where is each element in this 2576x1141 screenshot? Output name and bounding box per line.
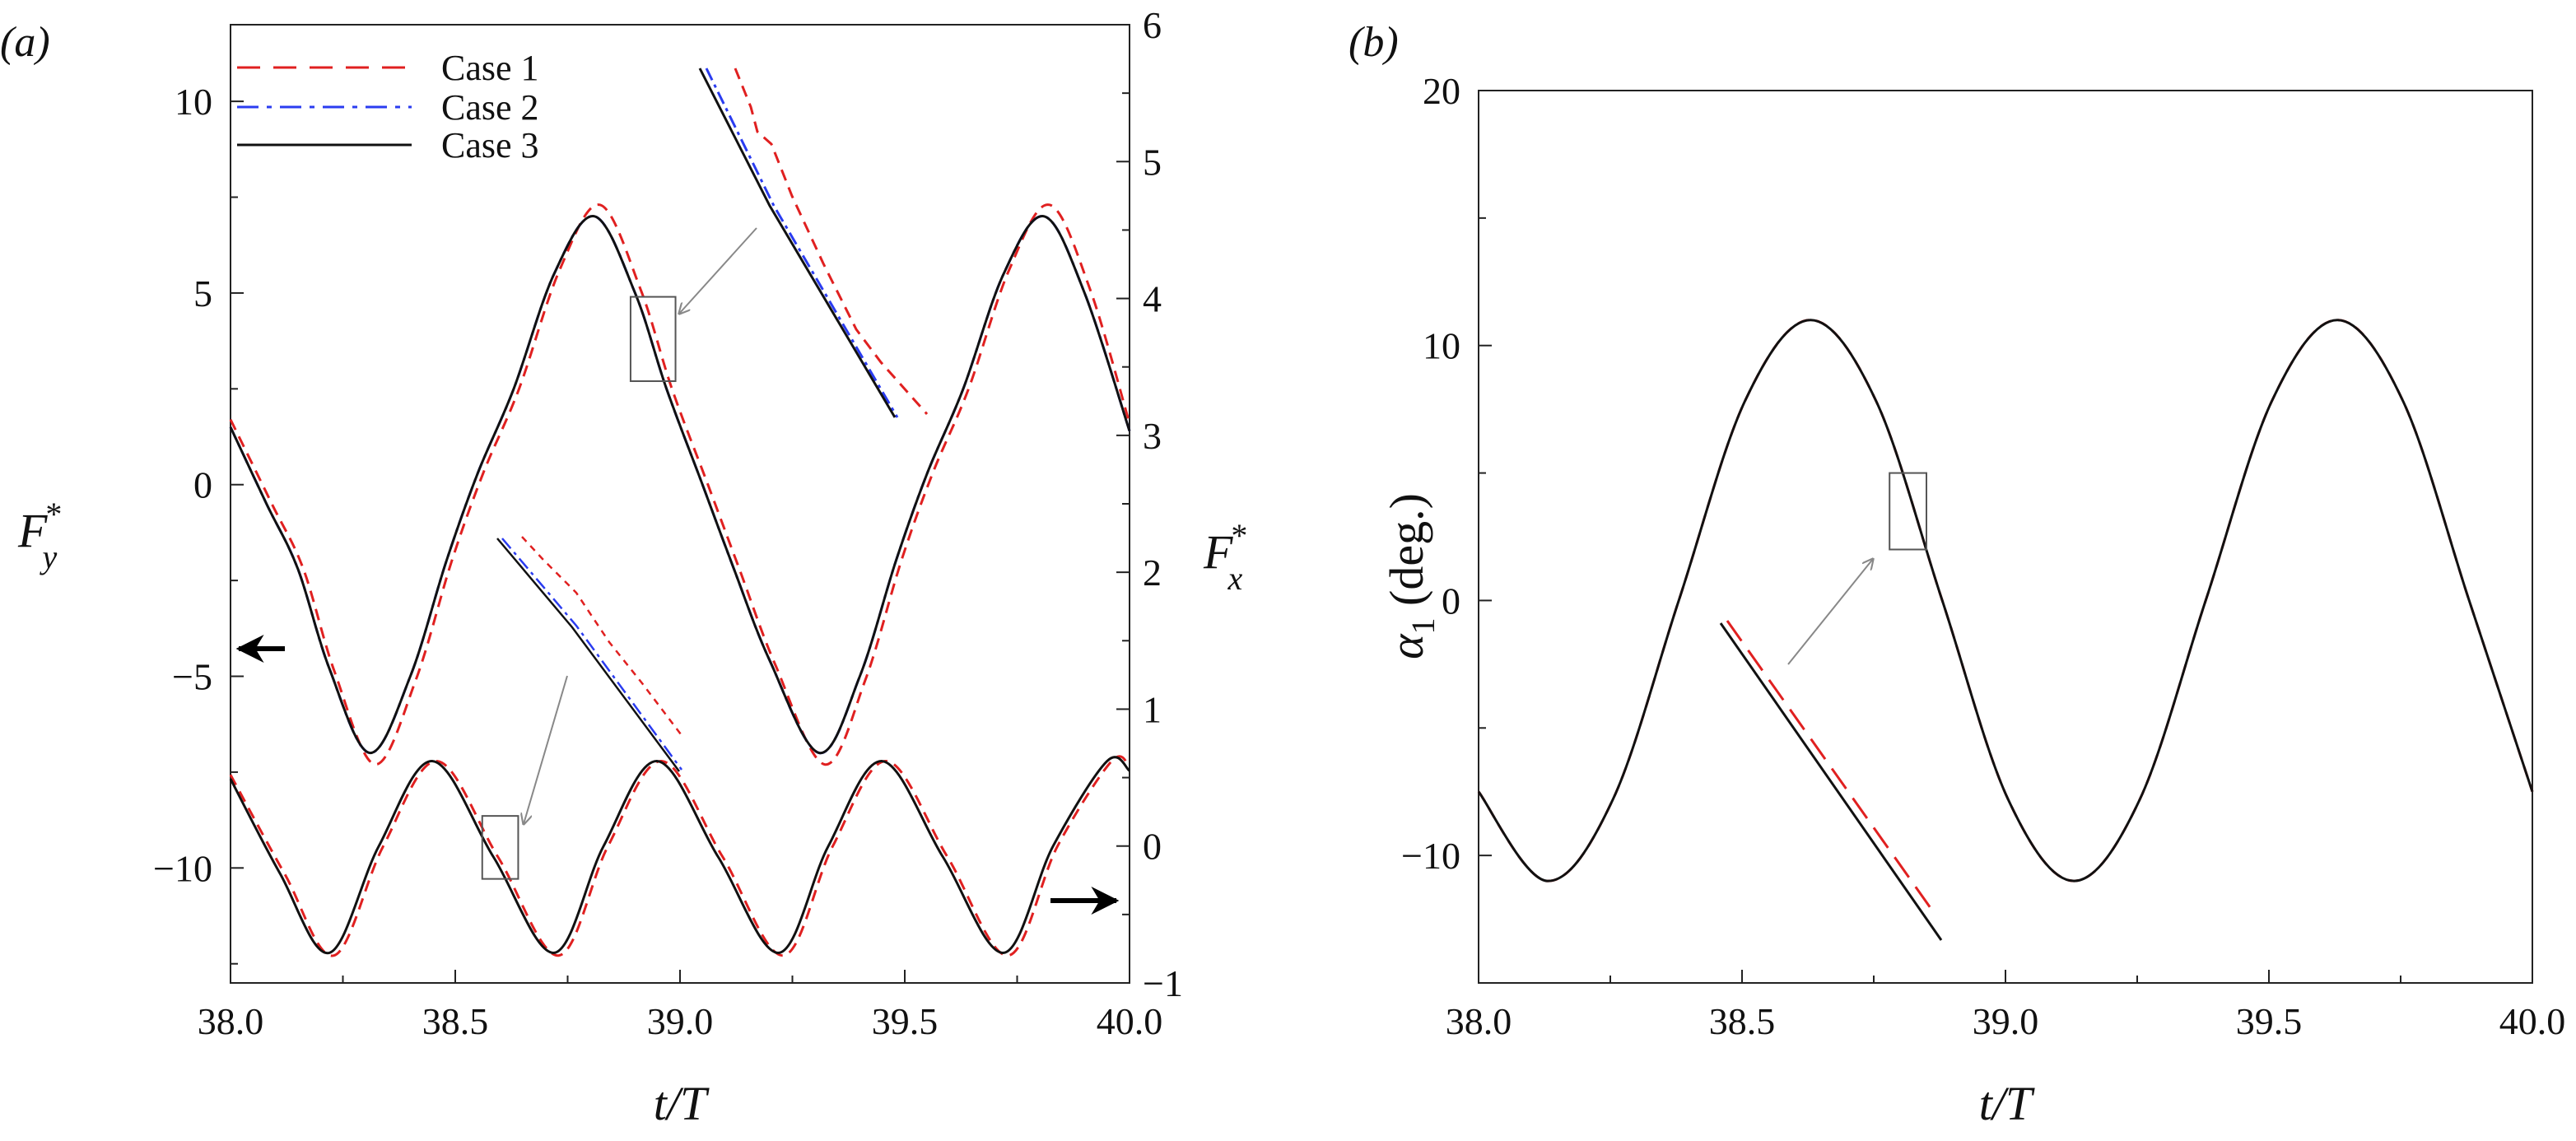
y-right-tick-label: 6 xyxy=(1143,4,1162,46)
y-left-axis-label: F* y xyxy=(17,496,60,575)
x-tick-label-b: 39.0 xyxy=(1973,1000,2039,1042)
panel-a-series xyxy=(229,203,1131,957)
x-tick-label-b: 39.5 xyxy=(2236,1000,2303,1042)
x-tick-label-a: 38.5 xyxy=(422,1000,489,1042)
y-right-tick-label: 1 xyxy=(1143,688,1162,730)
x-tick-label-a: 39.5 xyxy=(872,1000,939,1042)
panel-b: (b) 38.0 38.5 39.0 39.5 40.0 20 10 0 −10 α1 (deg… xyxy=(1349,19,2565,1130)
legend-label-case1: Case 1 xyxy=(441,48,539,88)
alpha-symbol: α xyxy=(1380,633,1433,659)
y-right-tick-label: 2 xyxy=(1143,552,1162,594)
y-left-tick-label: −10 xyxy=(153,847,212,889)
legend: Case 1 Case 2 Case 3 xyxy=(237,48,539,165)
inset-b-case1-line xyxy=(1726,620,1936,915)
y-right-tick-label: 3 xyxy=(1143,415,1162,457)
panel-b-plot-frame xyxy=(1478,90,2533,984)
x-tick-label-b: 38.0 xyxy=(1446,1000,1512,1042)
y-right-tick-label: 5 xyxy=(1143,141,1162,183)
panel-b-label: (b) xyxy=(1349,19,1399,66)
x-axis-label-a: t/T xyxy=(654,1077,710,1130)
y-right-tick-label: 0 xyxy=(1143,826,1162,868)
y-tick-label-b: −10 xyxy=(1401,835,1460,877)
alpha-units: (deg.) xyxy=(1380,493,1433,617)
y-tick-label-b: 0 xyxy=(1442,580,1460,622)
y-left-tick-label: 5 xyxy=(193,272,212,314)
y-right-tick-label: −1 xyxy=(1143,962,1183,1004)
y-left-label-main: F xyxy=(17,504,48,557)
y-left-tick-label: 0 xyxy=(193,464,212,506)
series-fy-case3 xyxy=(229,215,1131,755)
y-left-tick-label: 10 xyxy=(175,81,212,123)
alpha-subscript: 1 xyxy=(1404,617,1442,634)
inset-b-case3-line xyxy=(1719,622,1943,941)
x-tick-label-a: 40.0 xyxy=(1097,1000,1163,1042)
inset-lower-pointer-arrow xyxy=(524,675,568,824)
inset-upper-case3-line xyxy=(698,68,897,418)
legend-label-case2: Case 2 xyxy=(441,87,539,128)
series-fx-case3 xyxy=(229,756,1131,954)
y-right-axis-label: F* x xyxy=(1203,517,1246,597)
panel-a: (a) 38.0 38.5 39.0 39.5 40.01050−5−106543210… xyxy=(0,4,1246,1130)
zoom-box-1 xyxy=(629,296,677,383)
inset-upper-case1-line xyxy=(734,68,929,415)
zoom-box-2 xyxy=(481,815,519,880)
x-tick-label-a: 38.0 xyxy=(198,1000,264,1042)
y-left-label-sub: y xyxy=(39,538,57,575)
legend-label-case3: Case 3 xyxy=(441,125,539,165)
inset-lower-case3-line xyxy=(496,538,681,772)
x-axis-label-b: t/T xyxy=(1979,1077,2035,1130)
y-right-label-sup: * xyxy=(1229,517,1246,554)
inset-b-pointer-arrow xyxy=(1787,559,1873,665)
panel-b-ticks: 38.0 38.5 39.0 39.5 40.0 20 10 0 −10 xyxy=(1401,70,2565,1042)
y-right-tick-label: 4 xyxy=(1143,278,1162,320)
y-tick-label-b: 20 xyxy=(1423,70,1460,112)
y-tick-label-b: 10 xyxy=(1423,325,1460,367)
y-right-label-main: F xyxy=(1203,525,1233,579)
x-tick-label-a: 39.0 xyxy=(647,1000,714,1042)
y-left-label-sup: * xyxy=(44,496,60,533)
y-axis-label-b: α1 (deg.) xyxy=(1380,493,1442,659)
panel-b-series xyxy=(1477,319,2534,883)
series-alpha-case3 xyxy=(1477,319,2534,883)
x-tick-label-b: 38.5 xyxy=(1709,1000,1776,1042)
y-left-tick-label: −5 xyxy=(172,656,212,698)
series-fy-case1 xyxy=(229,203,1131,766)
series-alpha-case1 xyxy=(1477,319,2534,883)
inset-lower-case1-line xyxy=(521,536,682,735)
zoom-box-b xyxy=(1889,472,1927,551)
x-tick-label-b: 40.0 xyxy=(2499,1000,2566,1042)
inset-upper-case2-line xyxy=(705,68,899,418)
panel-a-plot-frame xyxy=(230,24,1130,984)
panel-b-insets xyxy=(1719,472,1943,941)
panel-a-insets xyxy=(481,68,929,880)
series-fx-case1 xyxy=(229,755,1131,957)
y-right-label-sub: x xyxy=(1227,560,1242,597)
inset-upper-pointer-arrow xyxy=(679,227,757,314)
panel-a-label: (a) xyxy=(0,19,50,66)
inset-lower-case2-line xyxy=(501,538,683,771)
